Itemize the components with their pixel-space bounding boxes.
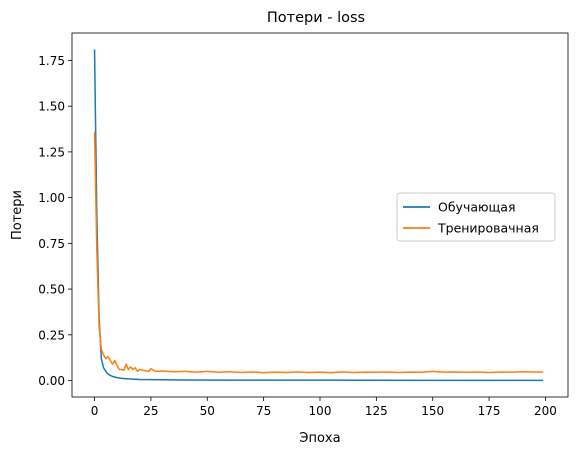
y-axis-label: Потери (10, 190, 25, 240)
y-tick-label: 1.50 (38, 100, 65, 114)
x-axis-ticks: 0 25 50 75 100 125 150 175 200 (91, 397, 557, 418)
legend: Обучающая Тренировачная (396, 192, 556, 242)
x-tick-label: 125 (365, 404, 388, 418)
legend-label: Обучающая (438, 200, 515, 215)
x-tick-label: 0 (91, 404, 99, 418)
x-tick-label: 50 (200, 404, 215, 418)
legend-label: Тренировачная (437, 221, 539, 236)
axes-frame (71, 32, 569, 398)
x-tick-label: 150 (421, 404, 444, 418)
y-axis-ticks: 0.00 0.25 0.50 0.75 1.00 1.25 1.50 1.75 (38, 54, 72, 388)
y-tick-label: 0.50 (38, 283, 65, 297)
legend-box (396, 192, 556, 242)
series-line-2 (93, 131, 544, 374)
y-tick-label: 1.25 (38, 145, 65, 159)
x-axis-label: Эпоха (299, 431, 340, 446)
series-line-1 (93, 49, 544, 382)
chart-title: Потери - loss (267, 10, 365, 26)
x-tick-label: 100 (309, 404, 332, 418)
x-tick-label: 175 (478, 404, 501, 418)
y-tick-label: 0.00 (38, 374, 65, 388)
plot-area (93, 49, 544, 382)
x-tick-label: 25 (143, 404, 158, 418)
x-tick-label: 200 (534, 404, 557, 418)
y-tick-label: 0.25 (38, 328, 65, 342)
y-tick-label: 1.75 (38, 54, 65, 68)
y-tick-label: 1.00 (38, 191, 65, 205)
x-tick-label: 75 (256, 404, 271, 418)
y-tick-label: 0.75 (38, 237, 65, 251)
